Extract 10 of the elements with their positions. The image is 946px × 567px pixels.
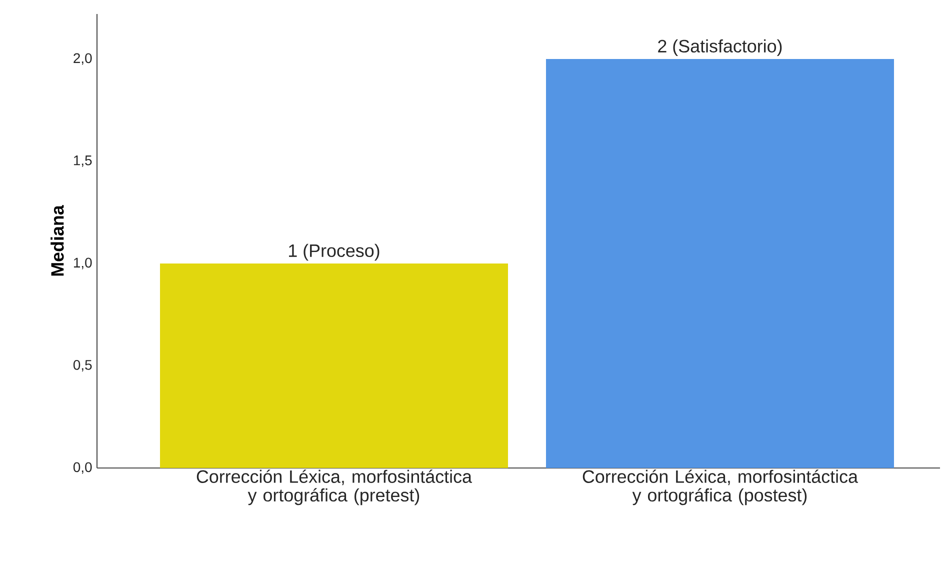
data-label: 1 (Proceso): [289, 244, 380, 261]
y-tick-label: 2,0: [74, 53, 92, 65]
x-tick-label: Corrección Léxica, morfosintáctica y ortográfica (pretest): [196, 470, 472, 506]
data-label: 2 (Satisfactorio): [658, 39, 782, 56]
y-tick-label: 0,0: [73, 462, 92, 474]
y-tick-label: 1,0: [74, 258, 92, 270]
x-tick-label: Corrección Léxica, morfosintáctica y ortográfica (postest): [582, 470, 858, 506]
y-tick-label: 1,5: [74, 156, 92, 167]
y-axis-title: Mediana: [50, 205, 64, 276]
y-tick-label: 0,5: [73, 360, 92, 372]
